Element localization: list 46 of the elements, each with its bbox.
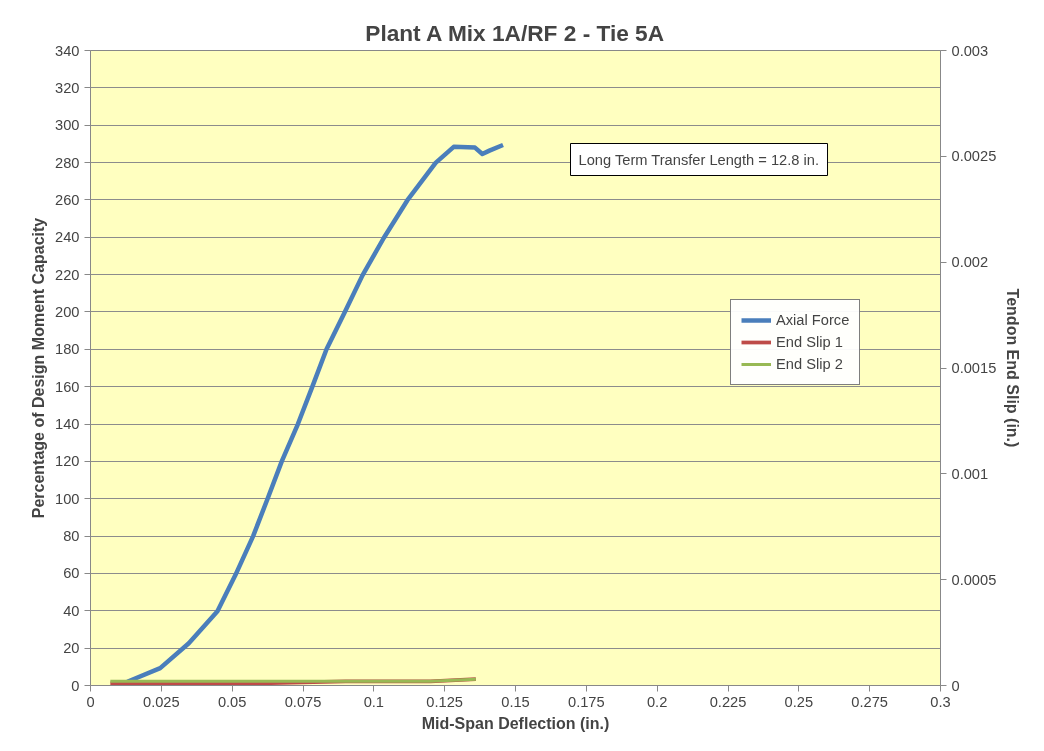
y-tick-label: 120 (55, 453, 80, 470)
y-axis-title: Percentage of Design Moment Capacity (30, 217, 48, 519)
y-tick-label: 220 (55, 266, 80, 283)
y-tick-label: 280 (55, 154, 80, 171)
y2-axis-title: Tendon End Slip (in.) (1004, 288, 1022, 448)
x-tick-label: 0.075 (284, 693, 322, 710)
y-tick-label: 200 (55, 303, 80, 320)
y-tick-label: 320 (55, 79, 80, 96)
y-tick-label: 180 (55, 341, 80, 358)
legend-label: End Slip 2 (776, 356, 843, 372)
y-tick-label: 80 (63, 528, 80, 545)
y2-tick-label: 0.001 (951, 465, 989, 482)
legend-label: Axial Force (776, 312, 850, 328)
annotation: Long Term Transfer Length = 12.8 in. (578, 151, 819, 168)
x-tick-label: 0.15 (501, 693, 530, 710)
y2-tick-label: 0.0005 (951, 571, 997, 588)
x-tick-label: 0.275 (851, 693, 889, 710)
y-tick-label: 140 (55, 416, 80, 433)
y-tick-label: 60 (63, 565, 80, 582)
x-tick-label: 0.25 (784, 693, 814, 710)
x-tick-label: 0.175 (568, 693, 605, 710)
chart-title: Plant A Mix 1A/RF 2 - Tie 5A (365, 19, 665, 46)
x-tick-label: 0.1 (363, 693, 385, 710)
y-tick-label: 240 (55, 229, 80, 246)
x-tick-label: 0.125 (426, 693, 464, 710)
legend-label: End Slip 1 (776, 334, 843, 350)
y-tick-label: 160 (55, 378, 80, 395)
y-tick-label: 40 (63, 602, 80, 619)
y-tick-label: 300 (55, 117, 80, 134)
x-tick-label: 0.3 (930, 693, 951, 710)
y-tick-label: 340 (55, 42, 80, 59)
y-tick-label: 100 (55, 490, 80, 507)
y2-tick-label: 0.0025 (951, 148, 997, 165)
y2-tick-label: 0.003 (951, 42, 989, 59)
y-tick-label: 260 (55, 191, 80, 208)
x-axis-title: Mid-Span Deflection (in.) (421, 714, 610, 732)
y-tick-label: 0 (71, 677, 80, 694)
y2-tick-label: 0.0015 (951, 360, 997, 376)
x-tick-label: 0 (86, 693, 95, 710)
x-tick-label: 0.025 (143, 693, 180, 710)
x-tick-label: 0.2 (646, 693, 668, 710)
y-tick-label: 20 (63, 640, 80, 657)
y2-tick-label: 0.002 (951, 254, 989, 271)
x-tick-label: 0.05 (217, 693, 247, 710)
y2-tick-label: 0 (951, 677, 960, 694)
x-tick-label: 0.225 (709, 693, 747, 710)
